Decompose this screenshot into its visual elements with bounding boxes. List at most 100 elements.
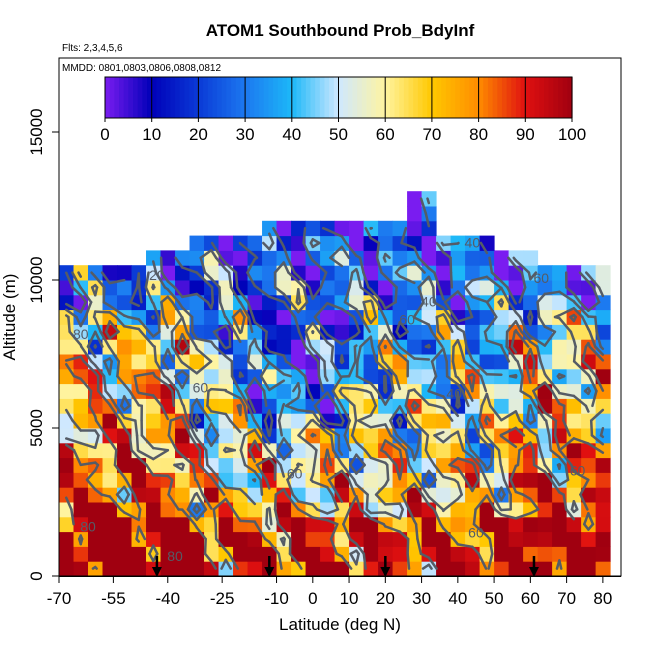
contour-segment — [427, 455, 436, 467]
contour-segment — [398, 415, 404, 422]
contour-segment — [507, 300, 518, 314]
heatmap-cell — [537, 546, 553, 562]
contour-segment — [313, 391, 329, 408]
heatmap-cell — [508, 487, 524, 503]
heatmap-cell — [581, 546, 597, 562]
colorbar-swatch — [525, 77, 531, 118]
heatmap-cell — [204, 339, 220, 355]
contour-segment — [108, 439, 118, 452]
heatmap-cell — [465, 250, 481, 266]
contour-segment — [326, 391, 338, 408]
contour-segment — [85, 469, 97, 482]
heatmap-cell — [392, 309, 408, 325]
contour-segment — [413, 260, 426, 274]
contour-segment — [173, 286, 184, 299]
heatmap-cell — [595, 309, 611, 325]
contour-segment — [448, 463, 460, 470]
contour-segment — [326, 422, 344, 427]
heatmap-cell — [494, 309, 510, 325]
contour-segment — [572, 338, 577, 348]
contour-segment — [384, 374, 388, 393]
contour-segment — [297, 280, 305, 289]
heatmap-cell — [566, 265, 582, 281]
contour-segment — [509, 478, 518, 494]
contour-segment — [116, 360, 121, 378]
heatmap-cell — [450, 324, 466, 340]
heatmap-cell — [494, 442, 510, 459]
contour-segment — [398, 502, 405, 511]
contour-segment — [70, 508, 75, 526]
contour-segment — [326, 341, 335, 348]
contour-segment — [456, 481, 463, 496]
heatmap-cell — [392, 354, 408, 370]
heatmap-cell — [117, 354, 133, 370]
heatmap-cell — [59, 546, 75, 562]
flight-arrows — [151, 556, 539, 577]
heatmap-cell — [102, 413, 118, 429]
contour-segment — [591, 286, 601, 304]
contour-segment — [521, 493, 532, 501]
contour-segment — [581, 315, 590, 331]
contour-segment — [514, 259, 531, 274]
heatmap-cell — [59, 487, 75, 503]
contour-segment — [195, 444, 202, 452]
heatmap-cell — [537, 516, 553, 533]
contour-segment — [433, 463, 445, 479]
contour-segment — [137, 449, 155, 461]
colorbar-swatch — [249, 77, 256, 118]
contour-segment — [224, 324, 231, 334]
contour-segment — [181, 292, 199, 299]
contour-segment — [169, 415, 184, 422]
contour-segment — [356, 271, 363, 289]
contour-segment — [413, 316, 431, 326]
contour-segment — [389, 434, 402, 446]
heatmap-cell — [204, 368, 220, 385]
contour-segment — [489, 404, 503, 422]
contour-segment — [304, 330, 313, 348]
colorbar-tick-label: 90 — [516, 125, 535, 144]
heatmap-cell — [566, 472, 582, 488]
contour-segment — [327, 469, 344, 482]
heatmap-cell — [218, 546, 234, 562]
contour-segment — [435, 315, 440, 334]
heatmap-cell — [291, 280, 307, 296]
heatmap-cell — [378, 265, 394, 281]
contour-segment — [277, 404, 285, 422]
contour-segment — [516, 448, 521, 467]
colorbar-swatch — [441, 77, 447, 118]
colorbar-swatch — [170, 77, 176, 118]
heatmap-cell — [291, 561, 307, 577]
heatmap-cell — [117, 280, 133, 296]
contour-segment — [154, 271, 167, 289]
heatmap-cell — [305, 442, 321, 459]
contour-segment — [374, 493, 387, 506]
contour-segment — [442, 527, 455, 541]
colorbar-swatch — [445, 77, 452, 118]
contour-segment — [161, 348, 170, 363]
colorbar-swatch — [263, 77, 270, 118]
contour-segment — [277, 419, 284, 437]
heatmap-cell — [305, 235, 321, 251]
heatmap-cell — [291, 235, 307, 251]
contour-segment — [198, 404, 212, 422]
contour-segment — [212, 330, 226, 348]
heatmap-cell — [436, 561, 452, 577]
contour-segment — [588, 330, 597, 348]
contour-segment — [126, 315, 141, 321]
heatmap-cell — [218, 531, 234, 547]
heatmap-cell — [102, 561, 118, 577]
contour-segment — [262, 434, 271, 445]
heatmap-cell — [276, 339, 292, 355]
colorbar-swatch — [464, 77, 470, 118]
heatmap-cell — [233, 472, 249, 488]
contour-segment — [326, 518, 339, 526]
contour-segment — [195, 337, 213, 343]
contour-segment — [353, 404, 358, 422]
contour-segment — [311, 238, 321, 245]
contour-segment — [342, 508, 351, 526]
heatmap-cell — [59, 339, 75, 355]
colorbar-swatch — [431, 77, 438, 118]
contour-segment — [471, 461, 476, 467]
heatmap-cell — [508, 516, 524, 533]
contour-segment — [166, 377, 179, 393]
